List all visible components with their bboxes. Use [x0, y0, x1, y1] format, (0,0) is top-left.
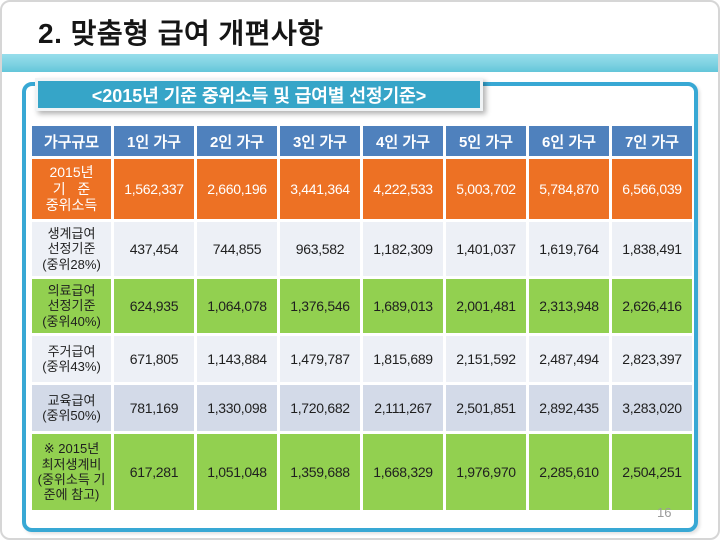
value-cell: 1,562,337	[114, 159, 194, 219]
row-label-cell: 의료급여 선정기준 (중위40%)	[32, 279, 111, 333]
value-cell: 617,281	[114, 434, 194, 510]
value-cell: 624,935	[114, 279, 194, 333]
value-cell: 1,182,309	[363, 222, 443, 276]
row-label-cell: 생계급여 선정기준 (중위28%)	[32, 222, 111, 276]
value-cell: 671,805	[114, 336, 194, 382]
value-cell: 2,504,251	[612, 434, 692, 510]
page-title: 2. 맞춤형 급여 개편사항	[38, 18, 324, 49]
value-cell: 1,143,884	[197, 336, 277, 382]
value-cell: 1,064,078	[197, 279, 277, 333]
value-cell: 1,668,329	[363, 434, 443, 510]
table-row-housing-benefit: 주거급여 (중위43%) 671,805 1,143,884 1,479,787…	[32, 336, 692, 382]
value-cell: 963,582	[280, 222, 360, 276]
table-row-livelihood-benefit: 생계급여 선정기준 (중위28%) 437,454 744,855 963,58…	[32, 222, 692, 276]
column-header-5person: 5인 가구	[446, 126, 526, 156]
value-cell: 1,401,037	[446, 222, 526, 276]
column-header-1person: 1인 가구	[114, 126, 194, 156]
table-row-minimum-cost-of-living: ※ 2015년 최저생계비 (중위소득 기 준에 참고) 617,281 1,0…	[32, 434, 692, 510]
value-cell: 1,051,048	[197, 434, 277, 510]
row-label-cell: 주거급여 (중위43%)	[32, 336, 111, 382]
value-cell: 2,313,948	[529, 279, 609, 333]
value-cell: 1,376,546	[280, 279, 360, 333]
value-cell: 744,855	[197, 222, 277, 276]
value-cell: 1,479,787	[280, 336, 360, 382]
value-cell: 1,619,764	[529, 222, 609, 276]
value-cell: 2,892,435	[529, 385, 609, 431]
table-caption-banner: <2015년 기준 중위소득 및 급여별 선정기준>	[35, 78, 483, 111]
table-row-education-benefit: 교육급여 (중위50%) 781,169 1,330,098 1,720,682…	[32, 385, 692, 431]
value-cell: 1,330,098	[197, 385, 277, 431]
value-cell: 2,626,416	[612, 279, 692, 333]
table-row-median-income: 2015년 기 준 중위소득 1,562,337 2,660,196 3,441…	[32, 159, 692, 219]
column-header-6person: 6인 가구	[529, 126, 609, 156]
value-cell: 2,151,592	[446, 336, 526, 382]
value-cell: 2,823,397	[612, 336, 692, 382]
value-cell: 1,838,491	[612, 222, 692, 276]
value-cell: 1,976,970	[446, 434, 526, 510]
column-header-household-size: 가구규모	[32, 126, 111, 156]
row-label-cell: ※ 2015년 최저생계비 (중위소득 기 준에 참고)	[32, 434, 111, 510]
column-header-4person: 4인 가구	[363, 126, 443, 156]
value-cell: 3,441,364	[280, 159, 360, 219]
value-cell: 2,660,196	[197, 159, 277, 219]
value-cell: 1,359,688	[280, 434, 360, 510]
column-header-3person: 3인 가구	[280, 126, 360, 156]
value-cell: 2,501,851	[446, 385, 526, 431]
value-cell: 4,222,533	[363, 159, 443, 219]
value-cell: 2,001,481	[446, 279, 526, 333]
value-cell: 781,169	[114, 385, 194, 431]
column-header-2person: 2인 가구	[197, 126, 277, 156]
value-cell: 2,111,267	[363, 385, 443, 431]
page-number: 16	[657, 505, 672, 520]
value-cell: 437,454	[114, 222, 194, 276]
table-row-medical-benefit: 의료급여 선정기준 (중위40%) 624,935 1,064,078 1,37…	[32, 279, 692, 333]
column-header-7person: 7인 가구	[612, 126, 692, 156]
value-cell: 3,283,020	[612, 385, 692, 431]
value-cell: 5,784,870	[529, 159, 609, 219]
decorative-teal-band	[2, 54, 718, 72]
row-label-cell: 교육급여 (중위50%)	[32, 385, 111, 431]
value-cell: 1,815,689	[363, 336, 443, 382]
value-cell: 6,566,039	[612, 159, 692, 219]
value-cell: 1,689,013	[363, 279, 443, 333]
value-cell: 2,285,610	[529, 434, 609, 510]
value-cell: 2,487,494	[529, 336, 609, 382]
row-label-cell: 2015년 기 준 중위소득	[32, 159, 111, 219]
table-header-row: 가구규모 1인 가구 2인 가구 3인 가구 4인 가구 5인 가구 6인 가구…	[32, 126, 692, 156]
income-criteria-table: 가구규모 1인 가구 2인 가구 3인 가구 4인 가구 5인 가구 6인 가구…	[29, 123, 695, 513]
value-cell: 1,720,682	[280, 385, 360, 431]
value-cell: 5,003,702	[446, 159, 526, 219]
